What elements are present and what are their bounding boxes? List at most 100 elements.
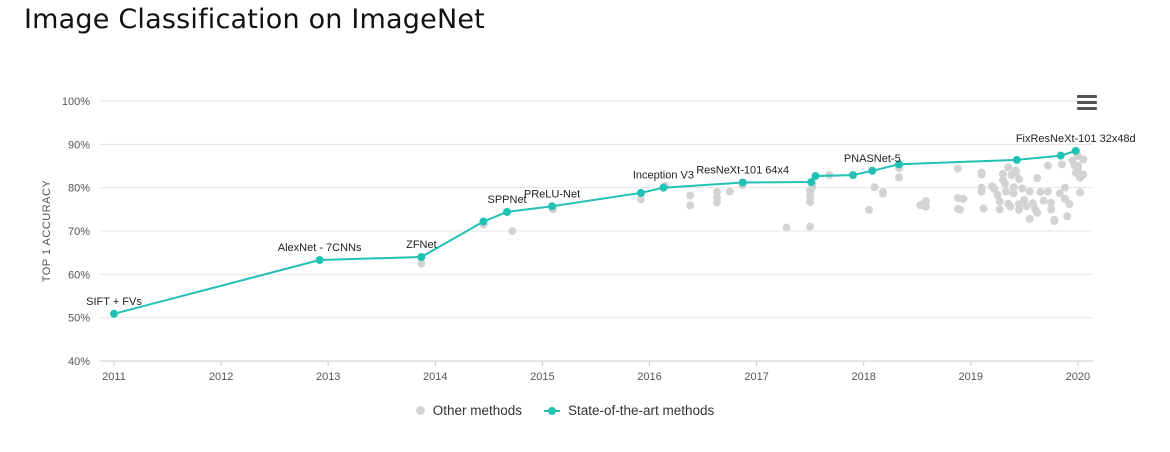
sota-method-point — [479, 217, 488, 226]
other-method-point — [993, 191, 1002, 200]
sota-method-point — [811, 171, 820, 180]
sota-method-point — [417, 253, 426, 261]
other-method-point — [1036, 188, 1045, 196]
other-method-point — [1055, 189, 1064, 198]
other-method-point — [959, 194, 968, 203]
x-tick-label: 2011 — [102, 371, 126, 383]
sota-method-point — [848, 171, 857, 180]
sota-method-point — [315, 256, 324, 265]
sota-method-point — [868, 166, 877, 175]
sota-data-label: PReLU-Net — [524, 188, 580, 200]
sota-methods-layer — [110, 146, 1080, 318]
other-method-point — [1002, 187, 1011, 196]
other-method-point — [979, 204, 988, 213]
other-method-point — [1009, 189, 1018, 198]
sota-method-point — [110, 309, 118, 318]
other-method-point — [1050, 215, 1059, 224]
sota-data-label: Inception V3 — [633, 170, 694, 182]
y-tick-label: 40% — [68, 356, 90, 368]
other-method-point — [1079, 170, 1088, 179]
other-method-point — [1033, 208, 1042, 217]
other-method-point — [782, 223, 791, 232]
other-method-point — [712, 198, 721, 207]
legend: Other methods State-of-the-art methods — [0, 403, 1130, 418]
legend-sota-label: State-of-the-art methods — [567, 403, 715, 418]
legend-item-sota[interactable]: State-of-the-art methods — [543, 403, 715, 418]
other-method-point — [1009, 183, 1018, 192]
other-method-point — [1073, 165, 1082, 174]
other-method-point — [870, 183, 879, 192]
other-method-point — [1001, 179, 1010, 188]
x-tick-label: 2015 — [530, 371, 554, 383]
x-tick-label: 2014 — [423, 371, 447, 383]
other-method-point — [725, 187, 734, 196]
sota-method-point — [738, 178, 747, 187]
sota-method-point — [895, 160, 904, 169]
other-method-point — [1063, 212, 1072, 221]
other-method-point — [977, 187, 986, 196]
other-method-point — [636, 195, 645, 204]
legend-other-marker — [415, 406, 425, 415]
y-tick-label: 80% — [68, 183, 90, 195]
sota-method-point — [659, 183, 668, 192]
page-title: Image Classification on ImageNet — [24, 4, 485, 35]
y-tick-label: 100% — [62, 96, 90, 108]
other-method-point — [1014, 175, 1023, 183]
legend-item-other[interactable]: Other methods — [415, 403, 522, 418]
grid-layer — [100, 100, 1093, 362]
other-method-point — [417, 259, 426, 268]
sota-method-point — [636, 188, 645, 197]
other-method-point — [995, 197, 1004, 206]
other-method-point — [1018, 184, 1027, 193]
axis-layer: 40% 50% 60% 70% 80% 90% 100% 2011 2012 2013 2014 20… — [41, 96, 1093, 383]
other-method-point — [806, 197, 815, 206]
other-method-point — [508, 227, 517, 235]
x-tick-label: 2018 — [851, 371, 875, 383]
other-method-point — [865, 205, 874, 214]
other-method-point — [1006, 202, 1015, 211]
data-label-layer: SIFT + FVs AlexNet - 7CNNs ZFNet SPPNetPReL… — [86, 133, 1136, 308]
legend-other-label: Other methods — [432, 403, 522, 418]
y-tick-label: 90% — [68, 139, 90, 151]
sota-data-label: SIFT + FVs — [86, 296, 142, 308]
sota-line — [113, 149, 1077, 315]
other-method-point — [1014, 200, 1023, 209]
other-method-point — [1076, 188, 1085, 197]
sota-method-point — [1012, 155, 1021, 164]
other-method-point — [1025, 187, 1034, 196]
sota-method-point — [1056, 151, 1065, 160]
other-method-point — [953, 164, 962, 173]
hamburger-menu-icon[interactable] — [1077, 95, 1097, 111]
other-method-point — [1011, 168, 1020, 177]
other-method-point — [990, 184, 999, 193]
other-method-point — [1022, 202, 1031, 211]
other-method-point — [921, 202, 930, 211]
other-method-point — [806, 222, 815, 231]
other-method-point — [977, 170, 986, 179]
other-method-point — [1020, 195, 1029, 204]
sota-data-label: SPPNet — [487, 194, 526, 206]
other-method-point — [1004, 163, 1013, 172]
sota-data-label: ZFNet — [406, 239, 437, 251]
other-method-point — [895, 173, 904, 182]
other-method-point — [686, 201, 695, 210]
other-method-point — [1047, 198, 1056, 207]
sota-method-point — [807, 178, 816, 187]
x-tick-label: 2017 — [744, 371, 768, 383]
other-method-point — [1079, 155, 1088, 164]
other-method-point — [1039, 196, 1048, 205]
other-method-point — [956, 205, 965, 214]
x-tick-label: 2020 — [1066, 371, 1090, 383]
y-axis-title: TOP 1 ACCURACY — [41, 180, 53, 283]
x-tick-label: 2013 — [316, 371, 340, 383]
x-tick-label: 2016 — [637, 371, 661, 383]
other-method-point — [712, 188, 721, 196]
other-method-point — [1065, 200, 1074, 209]
sota-data-label: ResNeXt-101 64x4 — [696, 164, 789, 176]
sota-method-point — [548, 202, 557, 211]
other-method-point — [1043, 187, 1052, 196]
other-method-point — [921, 197, 930, 206]
other-method-point — [1014, 205, 1023, 214]
other-method-point — [686, 191, 695, 200]
x-tick-label: 2019 — [959, 371, 983, 383]
